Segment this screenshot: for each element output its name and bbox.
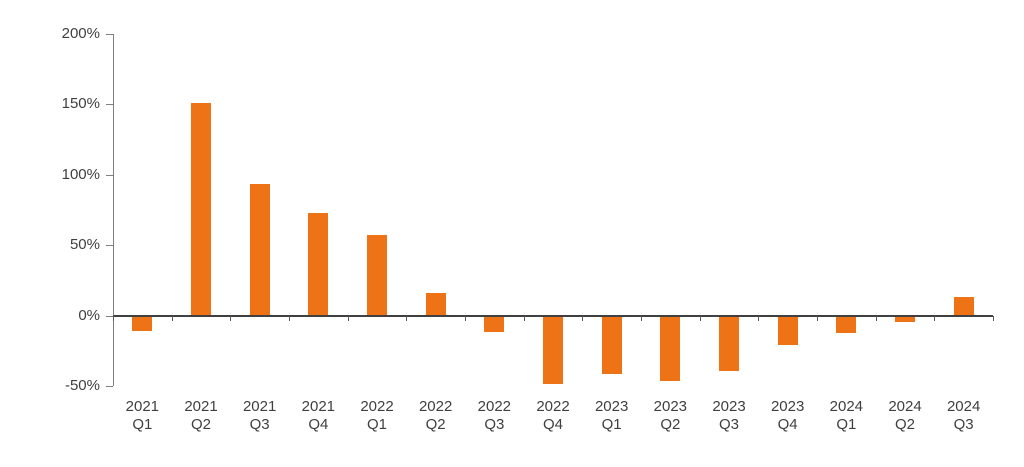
- y-tick-mark: [106, 386, 113, 387]
- y-tick-label: 50%: [69, 236, 100, 253]
- bar-2023-q3: [719, 316, 739, 372]
- y-tick-label: 150%: [61, 95, 100, 112]
- x-tick-mark: [171, 315, 173, 321]
- x-tick-mark: [113, 315, 114, 321]
- x-tick-mark: [289, 315, 290, 321]
- x-tick-mark: [465, 315, 466, 321]
- x-tick-mark: [758, 315, 760, 321]
- y-tick-mark: [106, 245, 113, 246]
- x-tick-mark: [406, 315, 408, 321]
- bar-2022-q4: [543, 316, 563, 385]
- x-tick-label: 2021 Q3: [242, 398, 277, 433]
- x-tick-mark: [699, 315, 701, 321]
- bar-2021-q3: [249, 184, 270, 316]
- x-tick-label: 2024 Q3: [946, 398, 981, 433]
- y-axis-line: [113, 33, 114, 386]
- bar-2021-q4: [308, 212, 329, 316]
- y-tick-mark: [106, 174, 113, 176]
- x-tick-mark: [817, 315, 818, 321]
- x-tick-label: 2023 Q1: [594, 398, 629, 433]
- y-tick-label: 200%: [61, 24, 100, 42]
- bar-2024-q3: [953, 297, 974, 316]
- bar-2021-q1: [132, 316, 153, 331]
- bar-2022-q3: [484, 316, 505, 332]
- x-tick-mark: [523, 315, 525, 321]
- x-tick-label: 2023 Q2: [653, 398, 688, 433]
- bar-2023-q4: [777, 316, 798, 345]
- bar-2023-q2: [660, 316, 681, 382]
- y-tick-mark: [106, 315, 113, 317]
- x-tick-mark: [934, 315, 936, 321]
- x-tick-label: 2023 Q4: [770, 398, 805, 433]
- x-tick-mark: [875, 315, 877, 321]
- bar-2024-q1: [836, 316, 857, 334]
- x-tick-label: 2024 Q2: [888, 398, 922, 433]
- bar-2023-q1: [601, 316, 622, 375]
- x-tick-mark: [641, 315, 642, 321]
- x-tick-label: 2024 Q1: [829, 398, 864, 433]
- x-tick-mark: [582, 315, 584, 321]
- bar-2022-q1: [367, 235, 387, 316]
- x-tick-label: 2022 Q4: [536, 398, 570, 433]
- x-tick-label: 2022 Q3: [477, 398, 512, 433]
- x-axis-line: [113, 314, 993, 317]
- bar-2022-q2: [425, 292, 446, 316]
- x-tick-mark: [230, 315, 232, 321]
- y-tick-mark: [106, 104, 113, 105]
- bar-2021-q2: [191, 102, 211, 316]
- x-tick-label: 2023 Q3: [712, 398, 746, 433]
- bar-2024-q2: [895, 316, 915, 323]
- x-tick-mark: [993, 315, 994, 321]
- x-tick-label: 2021 Q2: [184, 398, 218, 433]
- x-tick-mark: [347, 315, 349, 321]
- x-tick-label: 2022 Q2: [418, 398, 453, 433]
- x-tick-label: 2021 Q4: [301, 398, 336, 433]
- x-tick-label: 2021 Q1: [125, 398, 160, 433]
- y-tick-label: 100%: [61, 165, 100, 183]
- y-tick-label: 0%: [78, 306, 100, 324]
- y-tick-mark: [106, 33, 113, 35]
- y-tick-label: -50%: [64, 377, 100, 394]
- x-tick-label: 2022 Q1: [360, 398, 394, 433]
